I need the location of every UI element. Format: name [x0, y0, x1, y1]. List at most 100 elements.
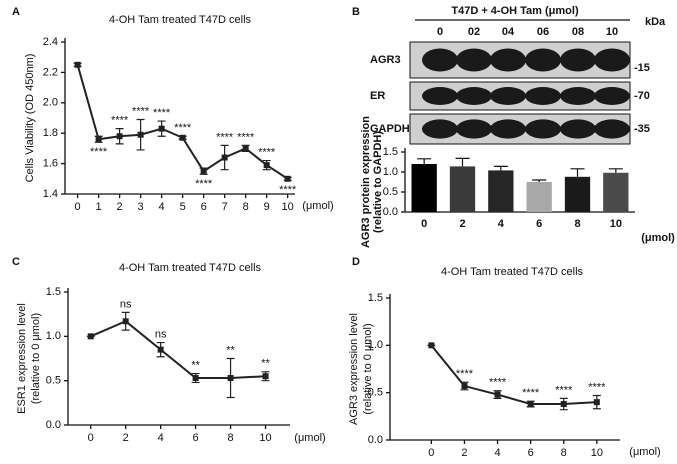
annotation: ** — [191, 359, 200, 371]
y-tick-label: 1.0 — [46, 330, 61, 342]
blot-band — [594, 48, 630, 72]
y-axis-label: (relative to 0 μmol) — [362, 323, 374, 414]
x-tick-label: 4 — [494, 447, 500, 459]
x-tick-label: 3 — [138, 201, 144, 213]
blot-row-label: AGR3 — [370, 54, 401, 66]
y-tick-label: 1.6 — [43, 158, 58, 170]
blot-kda: -70 — [634, 90, 650, 102]
annotation: **** — [111, 115, 129, 127]
blot-kda: -35 — [634, 123, 650, 135]
x-tick-label: 10 — [259, 432, 271, 444]
x-tick-label: 0 — [88, 432, 94, 444]
lane-label: 02 — [468, 26, 480, 38]
lane-label: 0 — [437, 26, 443, 38]
x-tick-label: 10 — [610, 218, 622, 230]
x-tick-label: 2 — [123, 432, 129, 444]
y-axis-label: AGR3 protein expression — [360, 116, 372, 248]
point — [560, 401, 567, 408]
series-line — [430, 344, 597, 406]
y-tick-label: 1.0 — [368, 339, 383, 351]
panel-label: D — [352, 256, 360, 268]
x-tick-label: 4 — [158, 432, 164, 444]
error-bar — [570, 168, 585, 177]
x-tick-label: 0 — [421, 218, 427, 230]
blot-band — [422, 87, 458, 105]
bar — [564, 176, 591, 212]
annotation: ns — [120, 298, 132, 310]
annotation: **** — [456, 368, 474, 380]
point — [221, 154, 228, 161]
bar — [603, 172, 629, 212]
point — [227, 375, 234, 382]
panel-label: B — [352, 6, 360, 18]
error-bar — [532, 179, 547, 182]
blot-band — [422, 48, 458, 72]
error-bar — [608, 168, 623, 173]
x-unit: (μmol) — [641, 232, 675, 244]
blot-band — [456, 119, 492, 139]
error-bar — [493, 165, 508, 171]
annotation: **** — [237, 131, 255, 143]
x-tick-label: 10 — [282, 201, 294, 213]
chart-title: 4-OH Tam treated T47D cells — [441, 266, 584, 278]
point — [87, 333, 94, 340]
x-tick-label: 5 — [180, 201, 186, 213]
annotation: ns — [155, 328, 167, 340]
x-tick-label: 6 — [201, 201, 207, 213]
lane-label: 04 — [502, 26, 515, 38]
x-tick-label: 8 — [561, 447, 567, 459]
point — [263, 162, 270, 169]
blot-band — [456, 48, 492, 72]
blot-band — [560, 119, 596, 139]
y-tick-label: 0.0 — [368, 434, 383, 446]
panel-label: C — [12, 256, 20, 268]
x-unit: (μmol) — [629, 446, 660, 458]
blot-band — [594, 87, 630, 105]
x-tick-label: 2 — [459, 218, 465, 230]
error-bar — [417, 158, 432, 164]
blot-row-label: ER — [370, 90, 385, 102]
blot-band — [422, 119, 458, 139]
annotation: **** — [588, 381, 606, 393]
annotation: ** — [226, 344, 235, 356]
y-axis-label: (relative to 0 μmol) — [30, 313, 42, 404]
y-tick-label: 1.5 — [46, 286, 61, 298]
y-tick-label: 0.5 — [46, 375, 61, 387]
x-tick-label: 7 — [222, 201, 228, 213]
point — [179, 134, 186, 141]
blot-band — [560, 87, 596, 105]
blot-band — [490, 48, 526, 72]
point — [428, 342, 435, 349]
y-tick-label: 1.0 — [383, 166, 398, 178]
point — [192, 375, 199, 382]
y-tick-label: 2.0 — [43, 97, 58, 109]
blot-band — [525, 87, 561, 105]
blot-row-label: GAPDH — [370, 123, 410, 135]
annotation: **** — [258, 146, 276, 158]
y-tick-label: 0.5 — [383, 186, 398, 198]
x-tick-label: 0 — [75, 201, 81, 213]
x-unit: (μmol) — [294, 432, 325, 444]
lane-label: 06 — [537, 26, 549, 38]
y-axis-label: AGR3 expression level — [348, 313, 360, 425]
annotation: **** — [555, 384, 573, 396]
bar — [449, 166, 476, 212]
x-tick-label: 6 — [193, 432, 199, 444]
y-tick-label: 1.8 — [43, 127, 58, 139]
point — [137, 131, 144, 138]
kda-label: kDa — [645, 16, 666, 28]
x-tick-label: 8 — [228, 432, 234, 444]
x-unit: (μmol) — [302, 200, 333, 212]
point — [95, 136, 102, 143]
y-tick-label: 2.2 — [43, 66, 58, 78]
blot-band — [560, 48, 596, 72]
x-tick-label: 0 — [428, 447, 434, 459]
y-tick-label: 2.4 — [43, 36, 58, 48]
point — [242, 145, 249, 152]
point — [116, 133, 123, 140]
blot-band — [594, 119, 630, 139]
x-tick-label: 8 — [574, 218, 580, 230]
chart-title: 4-OH Tam treated T47D cells — [119, 262, 262, 274]
x-tick-label: 2 — [461, 447, 467, 459]
